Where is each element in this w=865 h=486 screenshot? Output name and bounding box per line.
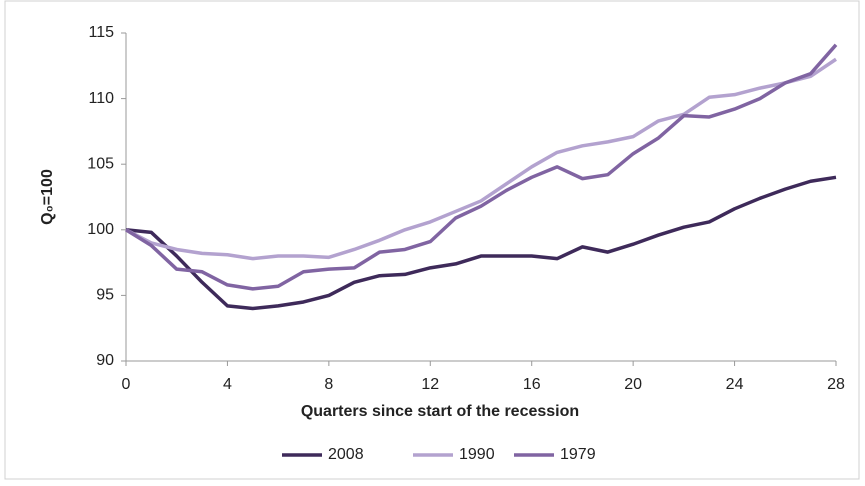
legend-label: 1990 [459,446,495,463]
y-tick-label: 115 [88,24,114,41]
x-tick-label: 12 [421,376,439,393]
series-line [125,43,838,291]
x-axis-label: Quarters since start of the recession [301,403,579,420]
x-tick-label: 16 [523,376,541,393]
series-line [125,175,837,311]
y-tick-label: 95 [96,287,114,304]
y-tick-label: 90 [96,352,114,369]
x-tick-label: 28 [827,376,845,393]
legend-label: 1979 [560,446,596,463]
y-tick-label: 100 [87,221,114,238]
x-tick-label: 20 [624,376,642,393]
x-tick-label: 0 [122,376,131,393]
y-tick-label: 110 [88,90,114,107]
y-tick-label: 105 [87,155,114,172]
x-tick-label: 24 [726,376,744,393]
series-line [125,57,837,261]
y-axis-label: Q₀=100 [39,169,56,225]
legend-label: 2008 [328,446,364,463]
x-tick-label: 8 [324,376,333,393]
x-tick-label: 4 [223,376,232,393]
